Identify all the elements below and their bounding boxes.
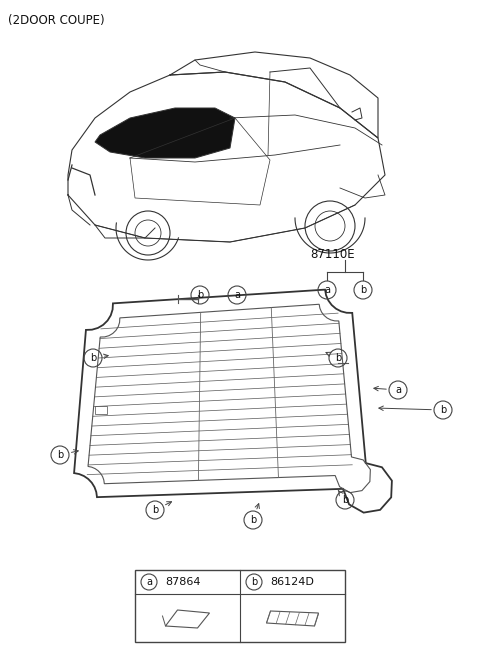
Text: b: b xyxy=(251,577,257,587)
Text: b: b xyxy=(440,405,446,415)
Text: (2DOOR COUPE): (2DOOR COUPE) xyxy=(8,14,105,27)
Text: b: b xyxy=(335,353,341,363)
Text: a: a xyxy=(146,577,152,587)
Polygon shape xyxy=(95,108,235,158)
Bar xyxy=(96,406,108,414)
Text: b: b xyxy=(342,495,348,505)
Text: a: a xyxy=(324,285,330,295)
Text: 87110E: 87110E xyxy=(310,248,355,261)
Text: a: a xyxy=(395,385,401,395)
Text: b: b xyxy=(57,450,63,460)
Text: b: b xyxy=(152,505,158,515)
Text: b: b xyxy=(250,515,256,525)
Text: b: b xyxy=(197,290,203,300)
Text: a: a xyxy=(234,290,240,300)
Text: 87864: 87864 xyxy=(165,577,201,587)
Text: 86124D: 86124D xyxy=(270,577,314,587)
Text: b: b xyxy=(360,285,366,295)
Bar xyxy=(135,570,345,642)
Text: b: b xyxy=(90,353,96,363)
